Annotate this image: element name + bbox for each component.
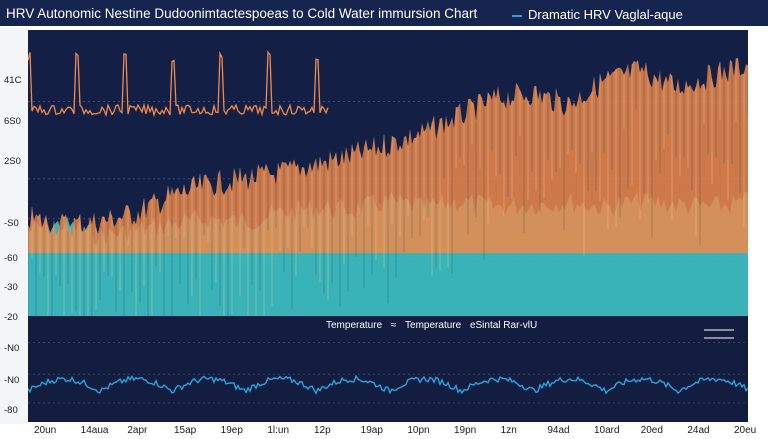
y-axis-strip xyxy=(0,28,28,424)
x-tick-label: 20ed xyxy=(640,425,663,436)
main-plot-svg xyxy=(28,50,748,316)
lower-legend-item-1: Temperature xyxy=(326,320,383,331)
lower-legend: Temperature ≈ Temperature eSintal Rar-vl… xyxy=(326,320,543,331)
y-tick-label: -S0 xyxy=(4,218,19,229)
x-tick-label: 12p xyxy=(314,425,331,436)
legend-top: Dramatic HRV Vaglal-aque xyxy=(512,7,683,22)
lower-legend-sep: ≈ xyxy=(390,320,397,331)
x-tick-label: 20un xyxy=(34,425,57,436)
chart-title: HRV Autonomic Nestine Dudoonimtactespoea… xyxy=(6,6,478,21)
legend-swatch-blue xyxy=(512,14,522,17)
y-tick-label: -20 xyxy=(4,312,18,323)
lower-plot-svg xyxy=(28,329,748,404)
x-tick-label: 20eu xyxy=(734,425,757,436)
x-tick-label: 94ad xyxy=(547,425,570,436)
x-tick-label: 10ard xyxy=(594,425,620,436)
y-tick-label: 6S0 xyxy=(4,116,21,127)
lower-legend-item-3: eSintal Rar-vlU xyxy=(469,320,538,331)
x-tick-label: 10pn xyxy=(407,425,430,436)
y-tick-label: -60 xyxy=(4,253,18,264)
x-tick-label: 1zn xyxy=(500,425,517,436)
legend-top-label: Dramatic HRV Vaglal-aque xyxy=(528,7,683,22)
lower-y-tick-label: -80 xyxy=(4,405,18,416)
title-bar: HRV Autonomic Nestine Dudoonimtactespoea… xyxy=(0,0,768,28)
y-tick-label: -30 xyxy=(4,282,18,293)
y-tick-label: 41C xyxy=(4,75,22,86)
lower-y-tick-label: -N0 xyxy=(4,375,20,386)
x-tick-label: 2apr xyxy=(127,425,148,436)
lower-legend-item-2: Temperature xyxy=(405,320,462,331)
series-signal-line xyxy=(28,374,748,395)
main-plot-area xyxy=(28,30,748,316)
series-ecg-line xyxy=(28,50,329,118)
x-tick-label: 14aua xyxy=(80,425,109,436)
x-tick-label: 15ap xyxy=(174,425,197,436)
lower-y-tick-label: -N0 xyxy=(4,343,20,354)
x-tick-label: 19ap xyxy=(360,425,383,436)
x-tick-label: 24ad xyxy=(687,425,710,436)
x-tick-label: 19pn xyxy=(454,425,477,436)
y-tick-label: 2S0 xyxy=(4,156,21,167)
x-tick-label: 19ep xyxy=(220,425,243,436)
lower-plot-area xyxy=(28,316,748,422)
x-tick-label: 1l:un xyxy=(267,425,290,436)
